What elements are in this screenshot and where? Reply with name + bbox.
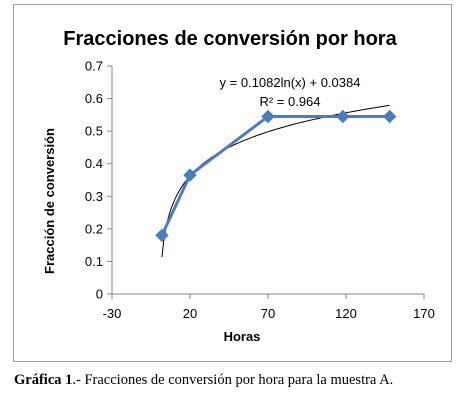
caption-text: .- Fracciones de conversión por hora par… (72, 372, 394, 388)
x-tick-label: 120 (335, 306, 357, 321)
y-tick-label: 0 (96, 287, 103, 302)
y-tick-label: 0.6 (85, 91, 103, 106)
series-line (160, 114, 390, 237)
y-tick-label: 0.7 (85, 59, 103, 74)
data-point-marker (155, 228, 169, 243)
y-axis-label: Fracción de conversión (42, 128, 57, 274)
x-axis-label: Horas (224, 329, 261, 344)
y-tick-labels: 0 0.1 0.2 0.3 0.4 0.5 0.6 0.7 (85, 59, 103, 302)
chart-frame: Fracciones de conversión por hora 0 0.1 0.… (13, 4, 452, 362)
data-point-marker (261, 109, 275, 124)
data-markers (155, 109, 397, 243)
x-tick-labels: -30 20 70 120 170 (103, 306, 435, 321)
trendline (161, 104, 390, 258)
x-tick-label: 20 (183, 306, 197, 321)
y-tick-label: 0.3 (85, 189, 103, 204)
x-tick-label: 170 (413, 306, 435, 321)
y-tick-label: 0.1 (85, 254, 103, 269)
figure-caption: Gráfica 1.- Fracciones de conversión por… (14, 372, 454, 389)
y-tick-label: 0.4 (85, 156, 103, 171)
data-point-marker (336, 109, 350, 124)
y-tick-label: 0.2 (85, 221, 103, 236)
data-point-marker (382, 109, 397, 124)
x-tick-label: 70 (261, 306, 275, 321)
data-point-marker (183, 168, 197, 182)
axes (107, 65, 425, 299)
y-tick-label: 0.5 (85, 124, 103, 139)
trendline-equation: y = 0.1082ln(x) + 0.0384 (220, 75, 361, 90)
caption-label: Gráfica 1 (14, 372, 73, 388)
x-tick-label: -30 (103, 306, 122, 321)
trendline-r-squared: R² = 0.964 (259, 94, 320, 109)
chart-title: Fracciones de conversión por hora (63, 28, 397, 50)
chart: Fracciones de conversión por hora 0 0.1 0.… (42, 28, 435, 344)
